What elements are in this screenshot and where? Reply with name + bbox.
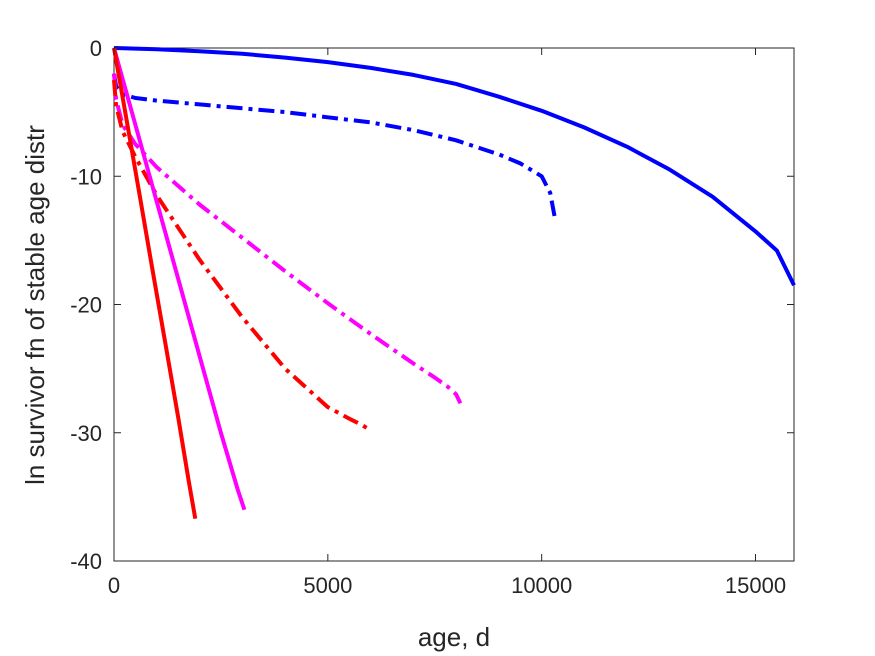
- y-tick-label: -30: [70, 421, 102, 446]
- x-tick-label: 15000: [725, 573, 786, 598]
- series-line-3: [112, 73, 463, 405]
- series-line-1: [113, 46, 796, 287]
- x-tick-label: 0: [108, 573, 120, 598]
- y-tick-label: 0: [90, 36, 102, 61]
- y-tick-label: -20: [70, 293, 102, 318]
- y-axis-label: ln survivor fn of stable age distr: [20, 125, 50, 485]
- x-axis-label: age, d: [418, 622, 490, 652]
- x-axis: 0 5000 10000 15000: [108, 48, 786, 598]
- x-tick-label: 5000: [303, 573, 352, 598]
- y-tick-label: -40: [70, 549, 102, 574]
- y-tick-label: -10: [70, 164, 102, 189]
- series-layer: [112, 46, 796, 520]
- x-tick-label: 10000: [511, 573, 572, 598]
- y-axis: 0 -10 -20 -30 -40: [70, 36, 794, 574]
- series-line-2: [112, 73, 557, 217]
- series-line-6: [112, 47, 198, 520]
- series-line-5: [112, 47, 247, 511]
- series-line-4: [112, 79, 372, 432]
- plot-area: [113, 47, 795, 562]
